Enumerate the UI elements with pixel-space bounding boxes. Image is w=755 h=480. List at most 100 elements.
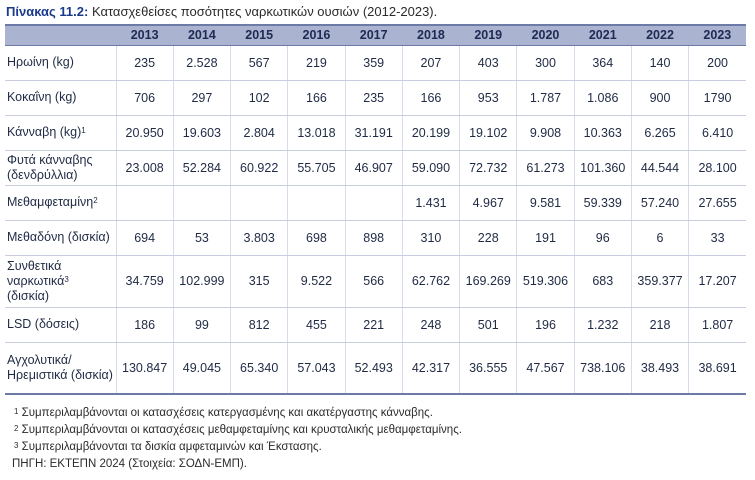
table-body: Ηρωίνη (kg) 235 2.528 567 219 359 207 403 300 364… [5, 45, 746, 395]
value-cell: 27.655 [688, 185, 746, 221]
value-cell: 300 [516, 45, 575, 81]
value-cell: 166 [401, 80, 460, 116]
value-cell: 315 [230, 255, 288, 308]
year-header: 2013 [116, 24, 174, 46]
header-row: 2013 2014 2015 2016 2017 2018 2019 2020 2021 2022… [5, 24, 746, 46]
value-cell: 1.086 [573, 80, 632, 116]
value-cell: 4.967 [459, 185, 517, 221]
year-header: 2017 [345, 24, 403, 46]
table-row: Αγχολυτικά/ Ηρεμιστικά (δισκία) 130.847 49… [5, 342, 746, 395]
value-cell [230, 185, 288, 221]
value-cell: 9.581 [516, 185, 575, 221]
value-cell: 3.803 [230, 220, 288, 256]
value-cell: 38.691 [688, 342, 746, 395]
year-header: 2014 [173, 24, 231, 46]
value-cell: 218 [630, 307, 689, 343]
value-cell: 47.567 [516, 342, 575, 395]
value-cell: 65.340 [230, 342, 288, 395]
value-cell: 235 [344, 80, 403, 116]
table-row: Ηρωίνη (kg) 235 2.528 567 219 359 207 403 300 364… [5, 45, 746, 81]
value-cell: 953 [459, 80, 517, 116]
value-cell: 455 [287, 307, 346, 343]
value-cell: 1.232 [573, 307, 632, 343]
value-cell: 130.847 [115, 342, 174, 395]
value-cell: 13.018 [287, 115, 346, 151]
table-row: Κάνναβη (kg)1 20.950 19.603 2.804 13.018 31.1… [5, 115, 746, 151]
year-header: 2020 [516, 24, 575, 46]
value-cell: 102.999 [172, 255, 231, 308]
value-cell: 28.100 [688, 150, 746, 186]
value-cell: 53 [172, 220, 231, 256]
row-label: Μεθαδόνη (δισκία) [5, 220, 116, 256]
footnote-2: 2 Συμπεριλαμβάνονται οι κατασχέσεις μεθα… [14, 424, 462, 436]
value-cell: 6.265 [630, 115, 689, 151]
value-cell: 60.922 [230, 150, 288, 186]
value-cell: 297 [172, 80, 231, 116]
table-row: Κοκαΐνη (kg) 706 297 102 166 235 166 953 1.787 1.… [5, 80, 746, 116]
value-cell [344, 185, 403, 221]
value-cell: 20.950 [115, 115, 174, 151]
value-cell: 34.759 [115, 255, 174, 308]
value-cell: 1.787 [516, 80, 575, 116]
value-cell: 403 [459, 45, 517, 81]
value-cell: 49.045 [172, 342, 231, 395]
value-cell: 169.269 [459, 255, 517, 308]
value-cell: 62.762 [401, 255, 460, 308]
value-cell [115, 185, 174, 221]
value-cell: 61.273 [516, 150, 575, 186]
value-cell: 57.240 [630, 185, 689, 221]
value-cell: 2.804 [230, 115, 288, 151]
value-cell: 102 [230, 80, 288, 116]
value-cell: 2.528 [172, 45, 231, 81]
value-cell: 52.284 [172, 150, 231, 186]
table-caption: Πίνακας 11.2: Κατασχεθείσες ποσότητες να… [6, 4, 437, 19]
footnotes: 1 Συμπεριλαμβάνονται οι κατασχέσεις κατε… [12, 405, 462, 473]
value-cell: 19.102 [459, 115, 517, 151]
table-row: Συνθετικά ναρκωτικά3 (δισκία) 34.759 102.99… [5, 255, 746, 308]
value-cell: 59.339 [573, 185, 632, 221]
value-cell: 186 [115, 307, 174, 343]
row-label: Κάνναβη (kg)1 [5, 115, 116, 151]
value-cell: 31.191 [344, 115, 403, 151]
value-cell: 228 [459, 220, 517, 256]
year-header: 2019 [459, 24, 517, 46]
value-cell: 6 [630, 220, 689, 256]
value-cell: 200 [688, 45, 746, 81]
value-cell: 694 [115, 220, 174, 256]
value-cell [172, 185, 231, 221]
value-cell: 235 [115, 45, 174, 81]
seizures-table: 2013 2014 2015 2016 2017 2018 2019 2020 2021 2022… [5, 24, 746, 395]
value-cell: 248 [401, 307, 460, 343]
value-cell: 101.360 [573, 150, 632, 186]
value-cell: 99 [172, 307, 231, 343]
year-header: 2018 [402, 24, 460, 46]
value-cell: 140 [630, 45, 689, 81]
footnote-marker: 3 [64, 274, 69, 284]
value-cell: 698 [287, 220, 346, 256]
value-cell: 10.363 [573, 115, 632, 151]
value-cell: 20.199 [401, 115, 460, 151]
value-cell: 501 [459, 307, 517, 343]
value-cell: 96 [573, 220, 632, 256]
value-cell: 72.732 [459, 150, 517, 186]
value-cell [287, 185, 346, 221]
row-label: Κοκαΐνη (kg) [5, 80, 116, 116]
header-corner [5, 24, 116, 46]
footnote-3: 3 Συμπεριλαμβάνονται τα δισκία αμφεταμιν… [14, 441, 322, 453]
value-cell: 738.106 [573, 342, 632, 395]
value-cell: 1.431 [401, 185, 460, 221]
footnote-marker: 2 [93, 196, 98, 205]
value-cell: 55.705 [287, 150, 346, 186]
table-row: Φυτά κάνναβης (δενδρύλλια) 23.008 52.284 60… [5, 150, 746, 186]
row-label: Αγχολυτικά/ Ηρεμιστικά (δισκία) [5, 342, 116, 395]
value-cell: 219 [287, 45, 346, 81]
value-cell: 519.306 [516, 255, 575, 308]
value-cell: 9.908 [516, 115, 575, 151]
value-cell: 364 [573, 45, 632, 81]
table-row: LSD (δόσεις) 186 99 812 455 221 248 501 196 1.232… [5, 307, 746, 343]
value-cell: 359 [344, 45, 403, 81]
value-cell: 36.555 [459, 342, 517, 395]
value-cell: 1790 [688, 80, 746, 116]
value-cell: 207 [401, 45, 460, 81]
value-cell: 59.090 [401, 150, 460, 186]
